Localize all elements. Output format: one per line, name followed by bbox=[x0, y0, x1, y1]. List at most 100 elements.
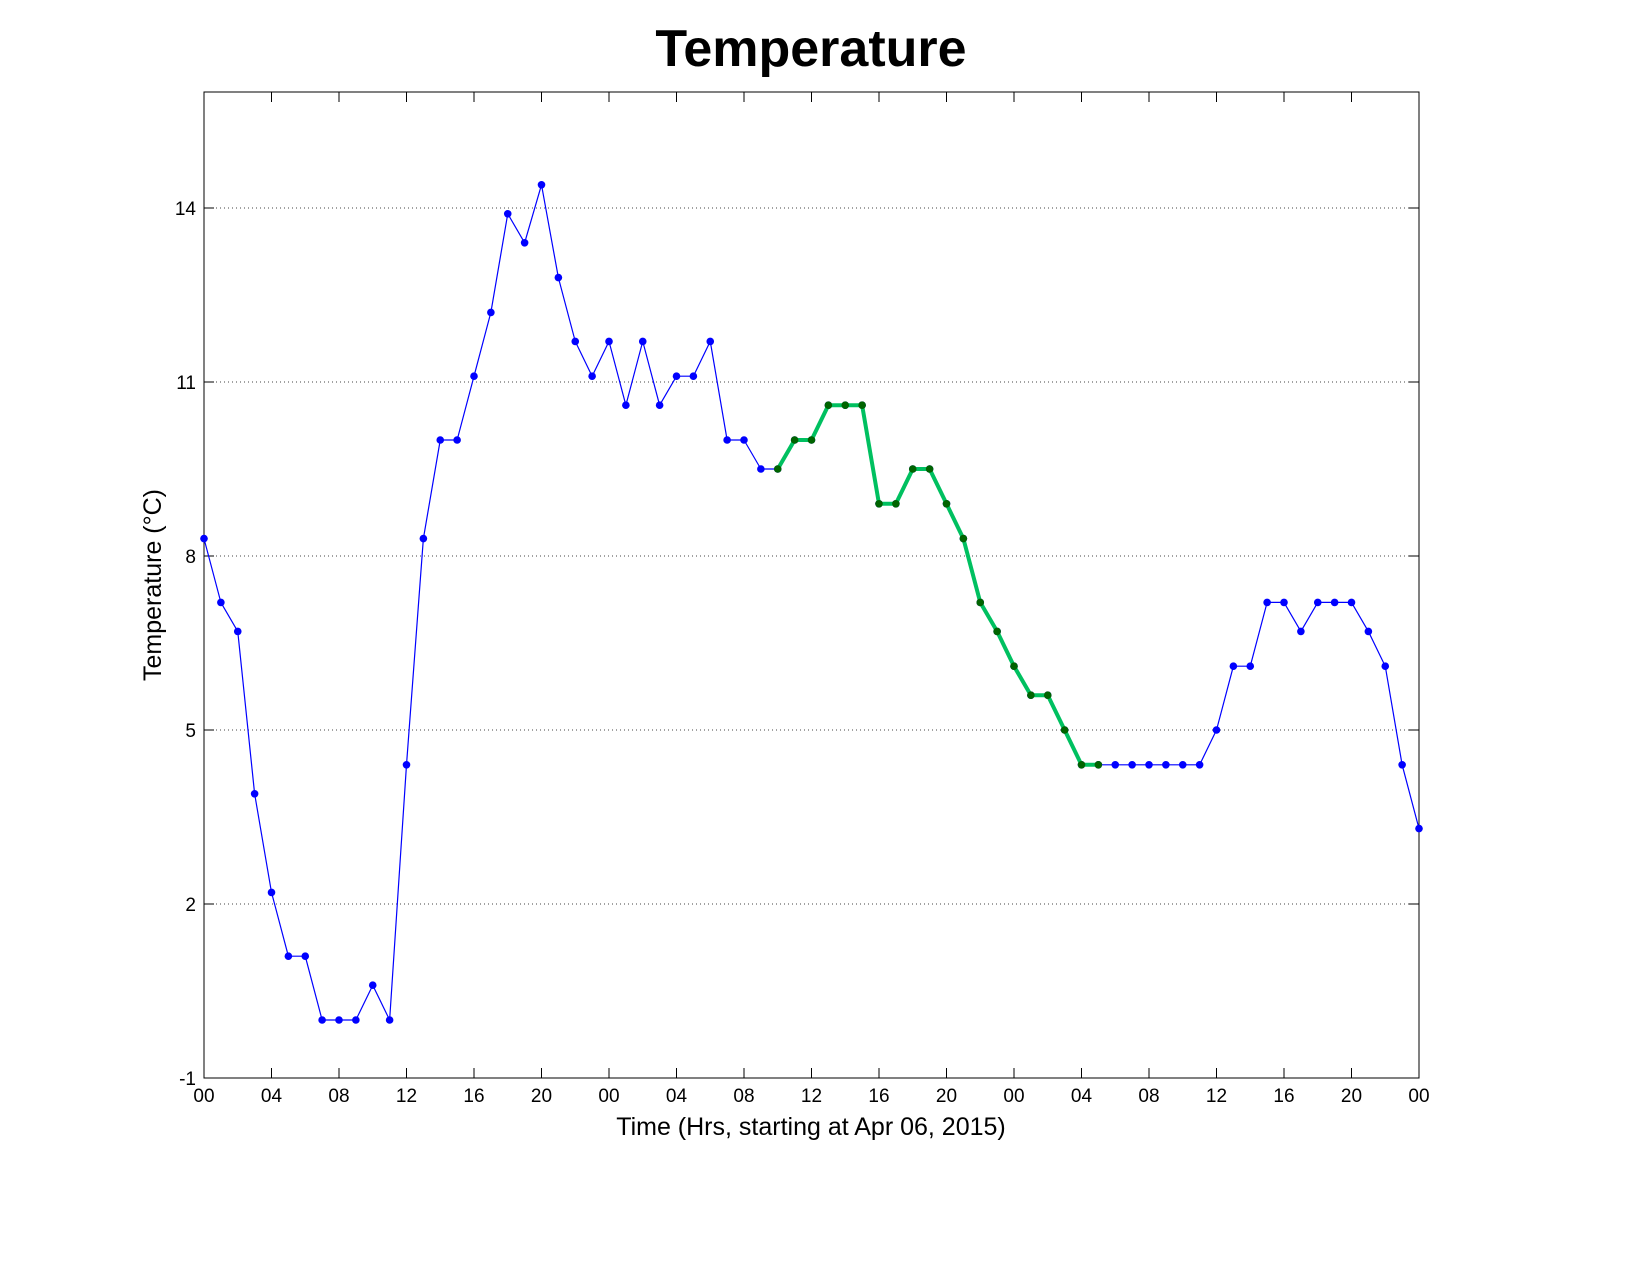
data-point bbox=[470, 372, 478, 381]
data-point bbox=[537, 181, 546, 189]
data-point bbox=[925, 465, 934, 473]
data-point bbox=[233, 627, 242, 636]
data-point bbox=[200, 534, 208, 543]
x-tick-label: 04 bbox=[666, 1086, 688, 1107]
x-axis-label: Time (Hrs, starting at Apr 06, 2015) bbox=[616, 1113, 1006, 1141]
data-point bbox=[892, 500, 900, 508]
data-point bbox=[1364, 627, 1373, 636]
x-tick-label: 16 bbox=[463, 1086, 484, 1107]
data-point bbox=[959, 534, 968, 543]
data-point bbox=[1094, 761, 1103, 769]
data-point bbox=[1111, 761, 1120, 769]
data-point bbox=[773, 465, 782, 473]
data-point bbox=[571, 337, 580, 346]
x-tick-label: 08 bbox=[733, 1086, 754, 1107]
data-point bbox=[284, 952, 293, 960]
data-point bbox=[740, 436, 748, 444]
data-point bbox=[638, 337, 647, 346]
x-tick-label: 20 bbox=[1341, 1086, 1362, 1107]
x-tick-label: 20 bbox=[936, 1086, 957, 1107]
data-point bbox=[250, 790, 259, 798]
data-point bbox=[1145, 761, 1153, 769]
data-point bbox=[1381, 662, 1390, 670]
y-tick-label: 11 bbox=[176, 373, 196, 394]
y-tick-label: 2 bbox=[185, 895, 196, 916]
data-point bbox=[436, 436, 445, 444]
data-point bbox=[503, 210, 512, 218]
chart-title: Temperature bbox=[655, 20, 966, 78]
x-tick-label: 04 bbox=[1071, 1086, 1093, 1107]
data-point bbox=[841, 401, 850, 410]
data-point bbox=[1347, 598, 1356, 607]
x-tick-label: 04 bbox=[261, 1086, 283, 1107]
x-tick-label: 12 bbox=[801, 1086, 822, 1107]
data-point bbox=[487, 308, 495, 317]
y-axis-label: Temperature (°C) bbox=[139, 489, 167, 681]
data-point bbox=[757, 465, 765, 473]
data-point bbox=[1010, 662, 1018, 670]
plot-frame bbox=[203, 91, 1420, 1079]
x-tick-label: 00 bbox=[193, 1086, 214, 1107]
data-point bbox=[723, 436, 731, 444]
data-point bbox=[1313, 598, 1322, 607]
data-point bbox=[217, 598, 225, 607]
data-point bbox=[1077, 761, 1086, 769]
data-point bbox=[1212, 726, 1221, 734]
x-tick-label: 16 bbox=[868, 1086, 889, 1107]
x-tick-label: 08 bbox=[328, 1086, 349, 1107]
data-point bbox=[1229, 662, 1238, 670]
data-point bbox=[588, 372, 596, 381]
data-point bbox=[368, 981, 377, 989]
data-point bbox=[605, 337, 613, 346]
data-point bbox=[1128, 761, 1136, 769]
data-point bbox=[1060, 726, 1069, 734]
data-point bbox=[1330, 598, 1339, 607]
data-point bbox=[385, 1016, 394, 1024]
x-tick-label: 12 bbox=[396, 1086, 417, 1107]
data-point bbox=[352, 1016, 360, 1024]
data-point bbox=[976, 598, 985, 607]
x-tick-label: 16 bbox=[1273, 1086, 1294, 1107]
data-point bbox=[908, 465, 917, 473]
data-point bbox=[1415, 824, 1423, 833]
x-tick-label: 20 bbox=[531, 1086, 552, 1107]
data-point bbox=[1027, 691, 1035, 699]
data-point bbox=[824, 401, 833, 410]
data-point bbox=[318, 1016, 326, 1024]
data-point bbox=[554, 273, 563, 282]
data-point bbox=[875, 500, 883, 508]
data-point bbox=[267, 888, 276, 897]
y-tick-label: -1 bbox=[179, 1069, 196, 1090]
data-point bbox=[520, 239, 529, 247]
x-tick-label: 08 bbox=[1138, 1086, 1159, 1107]
data-point bbox=[301, 952, 310, 960]
x-tick-label: 00 bbox=[1408, 1086, 1429, 1107]
data-point bbox=[1043, 691, 1052, 699]
data-point bbox=[942, 500, 951, 508]
data-point bbox=[706, 337, 715, 346]
data-point bbox=[1280, 598, 1288, 607]
data-point bbox=[807, 436, 816, 444]
data-point bbox=[672, 372, 681, 381]
data-point bbox=[1195, 761, 1204, 769]
x-tick-label: 00 bbox=[598, 1086, 619, 1107]
y-tick-label: 14 bbox=[175, 199, 197, 220]
x-tick-label: 00 bbox=[1003, 1086, 1024, 1107]
data-point bbox=[1263, 598, 1271, 607]
data-point bbox=[402, 761, 411, 769]
data-point bbox=[1162, 761, 1170, 769]
data-point bbox=[655, 401, 664, 410]
data-point bbox=[790, 436, 799, 444]
data-point bbox=[622, 401, 630, 410]
y-tick-label: 5 bbox=[185, 721, 196, 742]
data-point bbox=[453, 436, 461, 444]
data-point bbox=[1178, 761, 1187, 769]
data-point bbox=[993, 627, 1001, 636]
data-point bbox=[689, 372, 698, 381]
y-tick-label: 8 bbox=[185, 547, 196, 568]
data-point bbox=[1398, 761, 1406, 769]
data-point bbox=[419, 534, 428, 543]
